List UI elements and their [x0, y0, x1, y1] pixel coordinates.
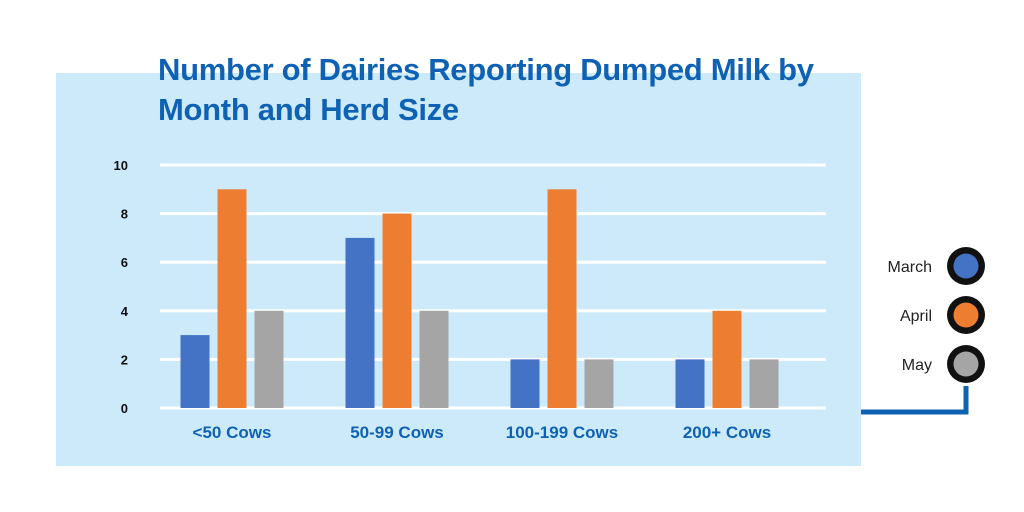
bar-april — [382, 213, 412, 408]
legend-label: March — [888, 259, 932, 276]
y-axis-ticks: 0 2 4 6 8 10 — [114, 158, 129, 416]
x-category-label: 200+ Cows — [683, 423, 771, 442]
y-tick-label: 0 — [121, 401, 128, 416]
x-axis-labels: <50 Cows 50-99 Cows 100-199 Cows 200+ Cows — [193, 423, 772, 442]
bar-april — [217, 189, 247, 408]
legend-connector — [861, 386, 969, 415]
legend-label: April — [900, 308, 932, 325]
bar-march — [510, 359, 540, 408]
y-tick-label: 6 — [121, 255, 128, 270]
bars — [180, 189, 779, 408]
bar-may — [419, 310, 449, 408]
bar-may — [584, 359, 614, 408]
legend-marker-march — [953, 253, 979, 279]
x-category-label: <50 Cows — [193, 423, 272, 442]
bar-may — [749, 359, 779, 408]
legend-marker-april — [953, 302, 979, 328]
legend: March April May — [888, 247, 985, 383]
x-category-label: 100-199 Cows — [506, 423, 618, 442]
chart-title: Number of Dairies Reporting Dumped Milk … — [158, 52, 814, 127]
y-tick-label: 8 — [121, 207, 128, 222]
y-tick-label: 4 — [121, 304, 129, 319]
bar-march — [675, 359, 705, 408]
bar-march — [180, 335, 210, 408]
y-tick-label: 10 — [114, 158, 128, 173]
legend-marker-may — [953, 351, 979, 377]
bar-april — [547, 189, 577, 408]
bar-may — [254, 310, 284, 408]
y-tick-label: 2 — [121, 352, 128, 367]
bar-march — [345, 237, 375, 408]
legend-connector-line — [861, 386, 969, 415]
bar-april — [712, 310, 742, 408]
legend-label: May — [902, 357, 932, 374]
x-category-label: 50-99 Cows — [350, 423, 444, 442]
